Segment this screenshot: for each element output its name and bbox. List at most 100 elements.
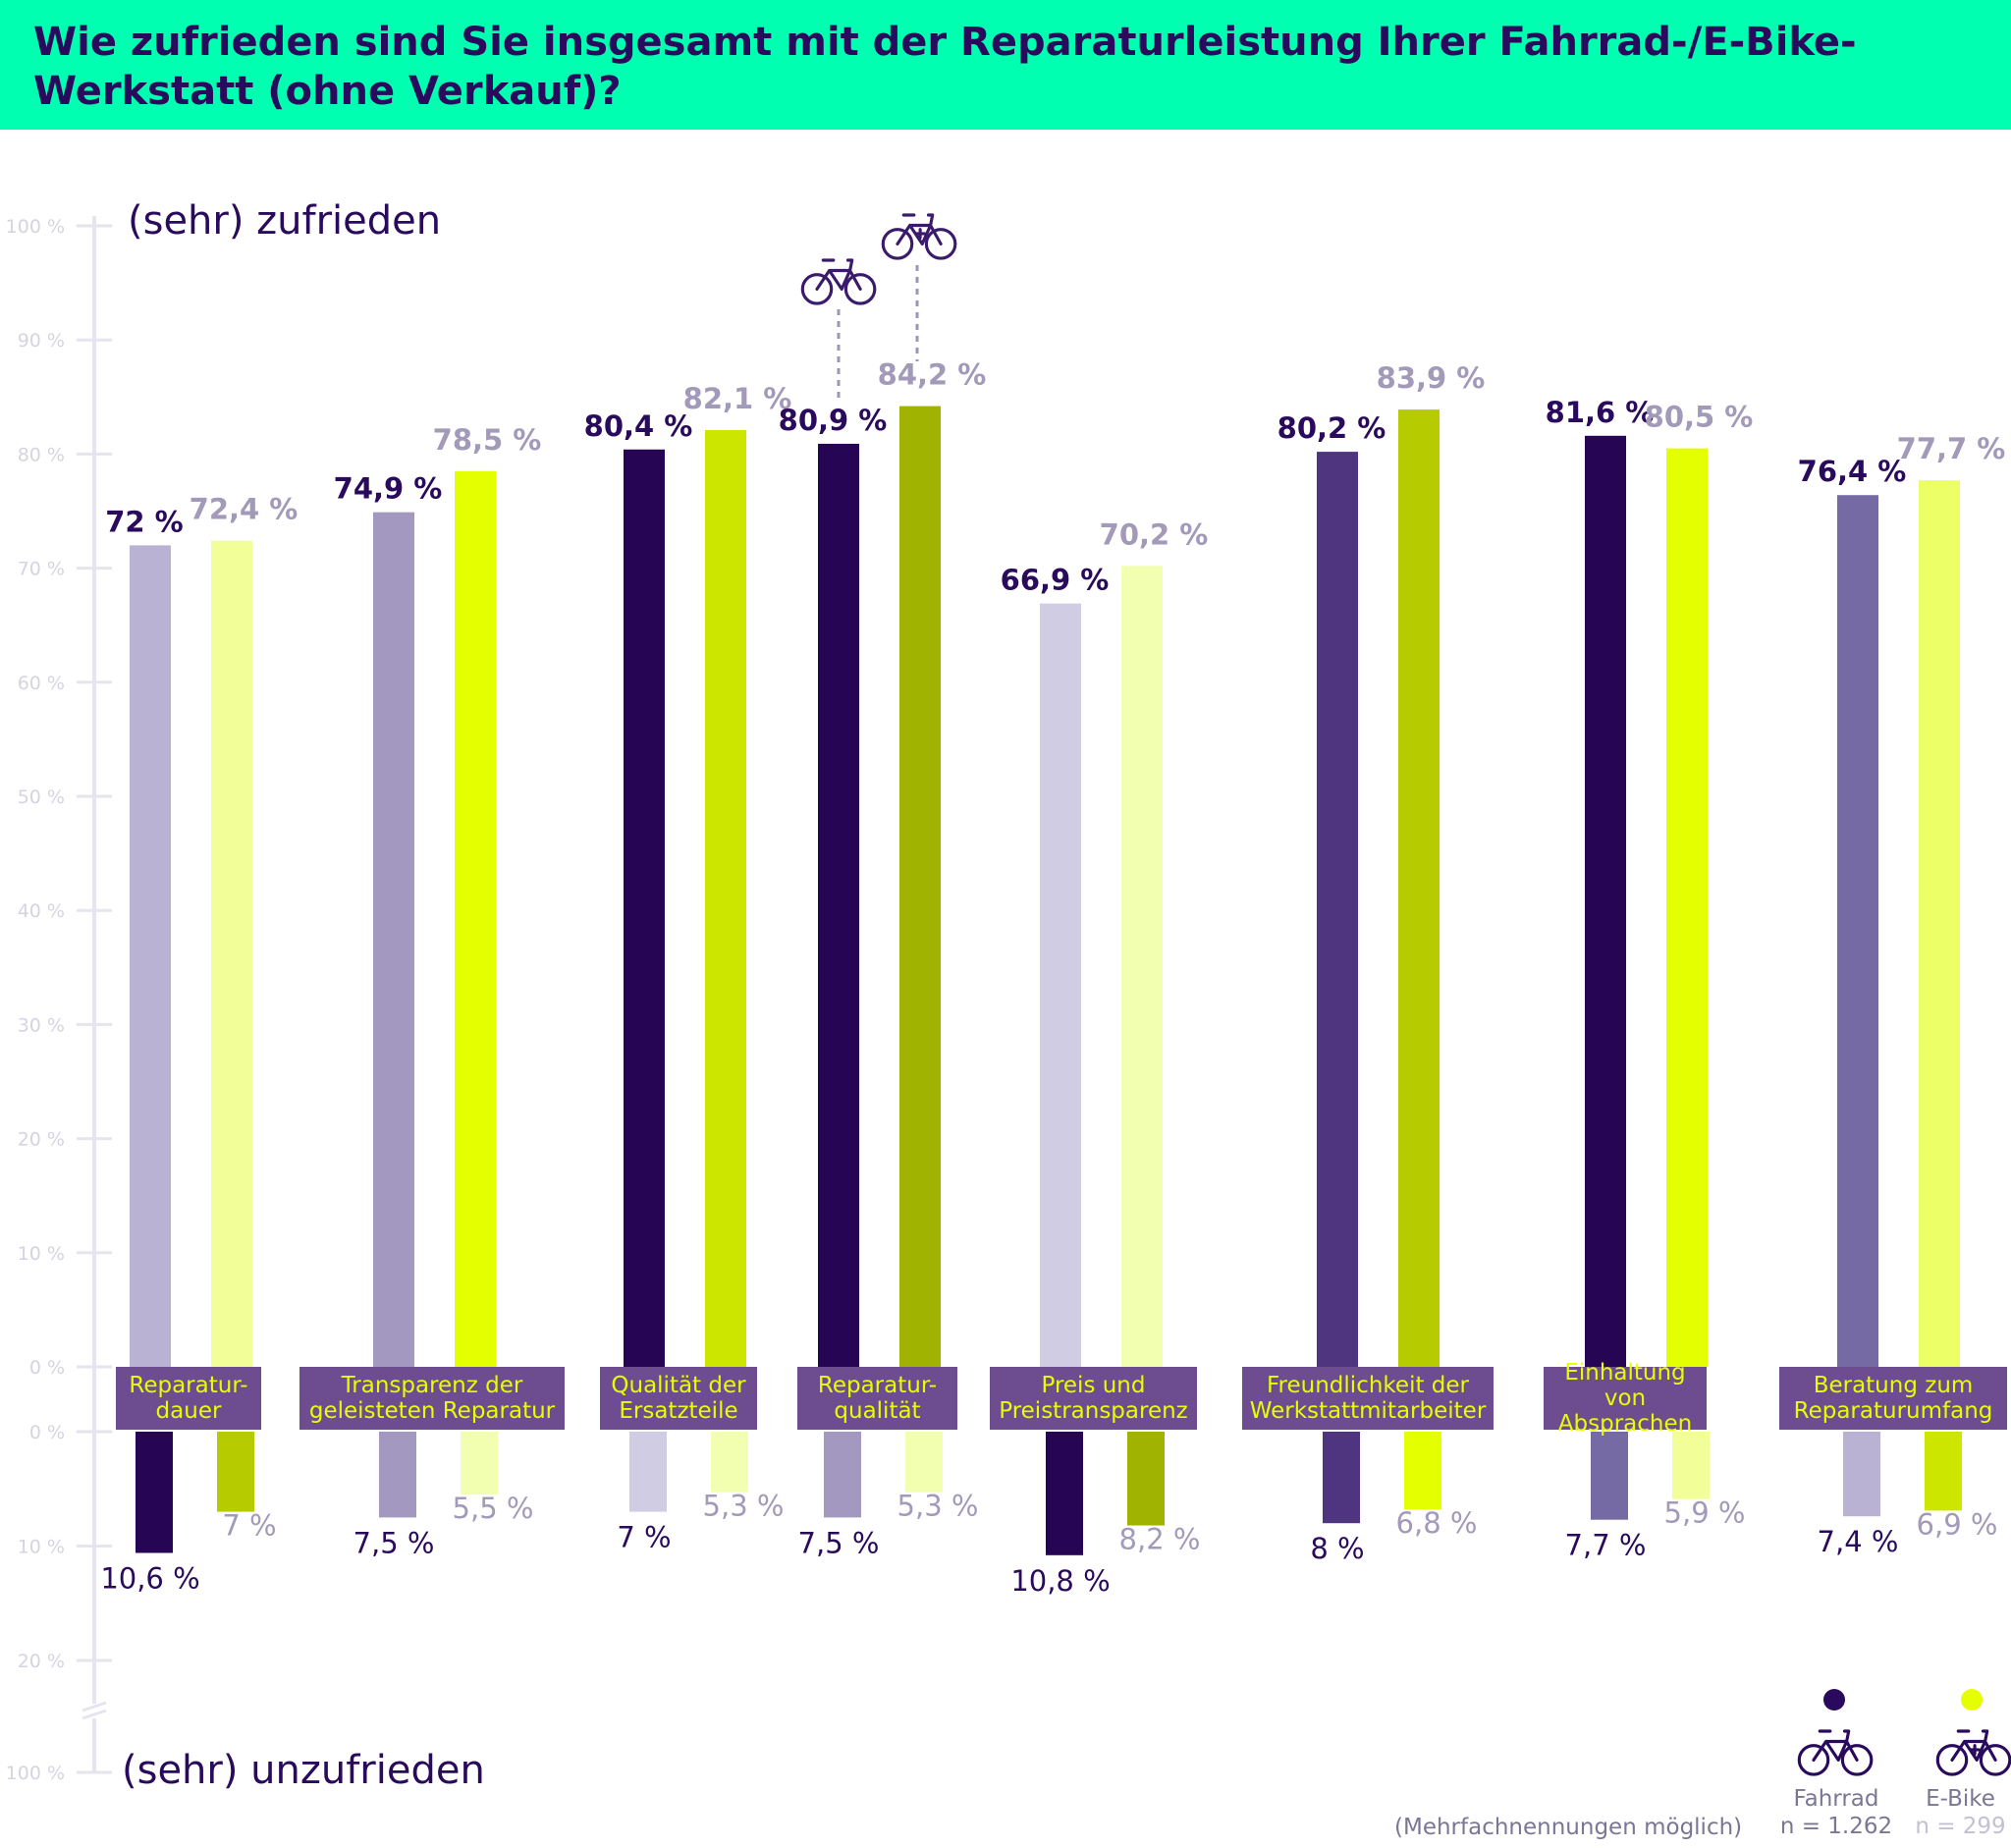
y-tick-label: 100 % <box>6 216 65 238</box>
value-label-ebike-dissatisfied: 6,9 % <box>1917 1507 1998 1541</box>
y-tick-label: 0 % <box>29 1357 65 1379</box>
category-label: Beratung zum Reparaturumfang <box>1779 1367 2007 1430</box>
value-label-fahrrad-satisfied: 74,9 % <box>334 472 443 506</box>
bar-ebike-satisfied <box>455 470 496 1368</box>
axis-break-mark <box>82 1709 107 1720</box>
legend-fahrrad-dot <box>1823 1689 1845 1711</box>
bar-fahrrad-satisfied <box>1317 452 1358 1367</box>
bar-ebike-satisfied <box>1398 409 1440 1367</box>
y-tick-label: 60 % <box>18 673 65 694</box>
bottom-axis-label: (sehr) unzufrieden <box>122 1748 485 1793</box>
bar-ebike-dissatisfied <box>1925 1432 1962 1511</box>
category-label: Reparatur- qualität <box>797 1367 957 1430</box>
value-label-fahrrad-dissatisfied: 7,5 % <box>353 1526 435 1559</box>
axis-break-mark <box>82 1701 107 1712</box>
bar-fahrrad-dissatisfied <box>1591 1432 1628 1520</box>
value-label-fahrrad-satisfied: 66,9 % <box>1001 564 1110 597</box>
bar-fahrrad-satisfied <box>130 545 171 1367</box>
value-label-fahrrad-dissatisfied: 7,4 % <box>1818 1525 1899 1558</box>
value-label-fahrrad-dissatisfied: 10,8 % <box>1010 1564 1110 1598</box>
footnote: (Mehrfachnennungen möglich) <box>1394 1815 1743 1840</box>
legend-fahrrad-n: n = 1.262 <box>1779 1814 1893 1839</box>
value-label-ebike-satisfied: 72,4 % <box>190 493 299 526</box>
value-label-fahrrad-dissatisfied: 8 % <box>1310 1532 1364 1565</box>
bar-fahrrad-dissatisfied <box>136 1432 173 1553</box>
y-tick-label: 80 % <box>18 444 65 465</box>
value-label-fahrrad-satisfied: 80,2 % <box>1277 411 1386 445</box>
bar-fahrrad-dissatisfied <box>1323 1432 1360 1524</box>
top-axis-label: (sehr) zufrieden <box>128 198 441 244</box>
bar-fahrrad-satisfied <box>818 443 859 1367</box>
y-tick-label: 10 % <box>18 1243 65 1265</box>
bar-ebike-satisfied <box>1666 448 1708 1368</box>
bar-ebike-satisfied <box>705 429 746 1367</box>
y-tick-label: 20 % <box>18 1129 65 1151</box>
y-tick-label-lower: 100 % <box>6 1763 65 1784</box>
value-label-ebike-satisfied: 77,7 % <box>1897 432 2006 465</box>
value-label-fahrrad-satisfied: 80,9 % <box>779 404 888 437</box>
bar-ebike-dissatisfied <box>905 1432 943 1493</box>
category-label: Preis und Preistransparenz <box>990 1367 1197 1430</box>
bar-fahrrad-dissatisfied <box>1843 1432 1880 1517</box>
bar-fahrrad-satisfied <box>1040 603 1081 1367</box>
value-label-ebike-dissatisfied: 5,9 % <box>1664 1496 1746 1530</box>
value-label-fahrrad-satisfied: 81,6 % <box>1546 396 1655 429</box>
value-label-fahrrad-dissatisfied: 7 % <box>617 1521 671 1554</box>
legend-ebike: E-Bike n = 299 <box>1910 1785 2011 1840</box>
legend-fahrrad-label: Fahrrad <box>1793 1786 1879 1812</box>
bar-ebike-dissatisfied <box>1672 1432 1710 1499</box>
bar-fahrrad-satisfied <box>1837 495 1878 1367</box>
bar-ebike-satisfied <box>1919 480 1960 1368</box>
value-label-ebike-satisfied: 84,2 % <box>878 358 987 392</box>
legend-fahrrad: Fahrrad n = 1.262 <box>1767 1785 1905 1840</box>
y-tick-label-lower: 20 % <box>18 1651 65 1672</box>
bar-ebike-satisfied <box>211 540 252 1367</box>
chart-title: Wie zufrieden sind Sie insgesamt mit der… <box>33 20 1857 114</box>
value-label-ebike-satisfied: 80,5 % <box>1645 401 1754 434</box>
value-label-fahrrad-dissatisfied: 7,7 % <box>1565 1529 1647 1562</box>
bicycle-icon <box>1797 1729 1874 1776</box>
legend-ebike-n: n = 299 <box>1915 1814 2006 1839</box>
value-label-fahrrad-satisfied: 72 % <box>105 505 184 538</box>
bar-fahrrad-satisfied <box>624 449 665 1367</box>
header-banner: Wie zufrieden sind Sie insgesamt mit der… <box>0 0 2011 130</box>
value-label-ebike-dissatisfied: 6,8 % <box>1396 1506 1478 1540</box>
category-label: Transparenz der geleisteten Reparatur <box>299 1367 565 1430</box>
bar-ebike-satisfied <box>899 406 941 1367</box>
bar-fahrrad-satisfied <box>373 512 414 1367</box>
bar-ebike-dissatisfied <box>217 1432 254 1512</box>
value-label-ebike-satisfied: 82,1 % <box>683 382 792 415</box>
value-label-fahrrad-dissatisfied: 7,5 % <box>798 1526 880 1559</box>
bar-ebike-dissatisfied <box>711 1432 748 1493</box>
bar-fahrrad-dissatisfied <box>824 1432 861 1518</box>
category-label: Freundlichkeit der Werkstattmitarbeiter <box>1242 1367 1494 1430</box>
value-label-ebike-dissatisfied: 8,2 % <box>1119 1523 1201 1556</box>
value-label-ebike-dissatisfied: 7 % <box>222 1509 276 1543</box>
ebike-icon <box>1935 1729 2011 1776</box>
value-label-ebike-satisfied: 70,2 % <box>1100 517 1209 551</box>
bar-fahrrad-dissatisfied <box>1046 1432 1083 1555</box>
bar-fahrrad-dissatisfied <box>629 1432 667 1512</box>
bar-ebike-dissatisfied <box>1404 1432 1441 1510</box>
value-label-fahrrad-satisfied: 80,4 % <box>584 409 693 443</box>
bicycle-icon <box>800 258 877 305</box>
y-tick-label: 30 % <box>18 1014 65 1036</box>
y-tick-label: 40 % <box>18 900 65 922</box>
legend-ebike-dot <box>1961 1689 1983 1711</box>
y-tick-label-lower: 0 % <box>29 1422 65 1443</box>
value-label-fahrrad-dissatisfied: 10,6 % <box>100 1561 199 1595</box>
value-label-ebike-dissatisfied: 5,3 % <box>703 1490 785 1523</box>
bar-ebike-dissatisfied <box>461 1432 498 1495</box>
bar-ebike-dissatisfied <box>1127 1432 1165 1526</box>
value-label-ebike-dissatisfied: 5,5 % <box>453 1492 534 1525</box>
value-label-fahrrad-satisfied: 76,4 % <box>1798 455 1907 488</box>
ebike-icon <box>881 213 957 260</box>
bar-fahrrad-satisfied <box>1585 435 1626 1368</box>
value-label-ebike-satisfied: 78,5 % <box>433 423 542 457</box>
y-tick-label: 50 % <box>18 787 65 808</box>
value-label-ebike-dissatisfied: 5,3 % <box>897 1490 979 1523</box>
value-label-ebike-satisfied: 83,9 % <box>1377 361 1486 395</box>
category-label: Einhaltung von Absprachen <box>1544 1360 1707 1437</box>
bar-ebike-satisfied <box>1121 566 1163 1367</box>
